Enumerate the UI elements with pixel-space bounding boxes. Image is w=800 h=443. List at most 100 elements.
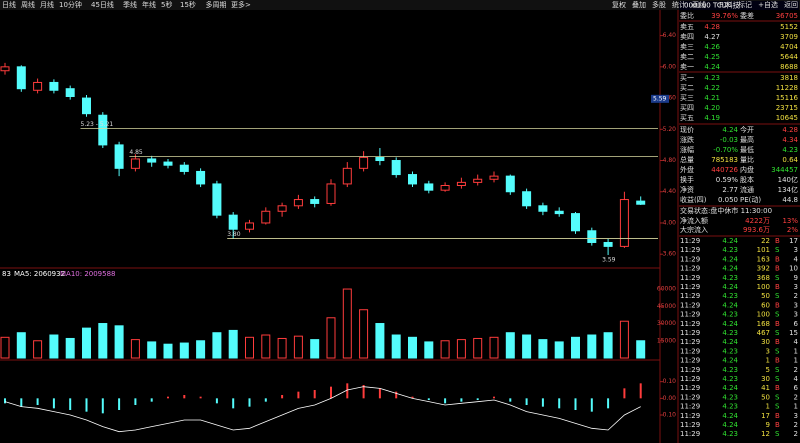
- volume-bar: [310, 339, 320, 359]
- stat-value: 4.23: [782, 146, 798, 154]
- trade-price: 4.23: [722, 347, 738, 355]
- volume-bar: [98, 323, 108, 359]
- candle-body: [130, 158, 140, 169]
- stat-label: 换手: [680, 175, 694, 184]
- trade-volume: 100: [757, 311, 770, 319]
- label: 委差: [740, 11, 754, 20]
- toolbar-tab[interactable]: 15秒: [180, 0, 196, 9]
- volume-bar: [261, 334, 271, 359]
- trade-side: B: [775, 237, 780, 245]
- candle-body: [212, 183, 222, 216]
- candle-body: [391, 160, 401, 176]
- toolbar-button[interactable]: 叠加: [632, 0, 646, 9]
- toolbar-button[interactable]: 画线: [692, 0, 706, 9]
- candle-body: [0, 66, 10, 72]
- flow-label: 净流入额: [680, 216, 708, 225]
- trade-price: 4.23: [722, 246, 738, 254]
- trade-count: 1: [794, 403, 798, 411]
- volume-bar: [424, 341, 434, 359]
- book-price: 4.22: [704, 84, 720, 92]
- toolbar-tab[interactable]: 5秒: [161, 0, 172, 9]
- toolbar-tab[interactable]: 多周期: [206, 0, 227, 9]
- trade-price: 4.23: [722, 311, 738, 319]
- y-tick-label: 30000: [657, 320, 676, 327]
- toolbar-button[interactable]: 多股: [652, 0, 666, 9]
- trade-count: 4: [794, 375, 799, 383]
- stat-value: 344457: [771, 166, 798, 174]
- candle-body: [619, 199, 629, 247]
- candle-body: [228, 214, 238, 230]
- volume-bar: [408, 336, 417, 359]
- book-label: 买一: [680, 74, 694, 82]
- volume-bar: [82, 327, 91, 359]
- trade-price: 4.23: [722, 430, 738, 438]
- volume-bar: [587, 334, 597, 359]
- trade-volume: 12: [761, 430, 770, 438]
- volume-bar: [228, 329, 238, 359]
- toolbar-tab[interactable]: 月线: [40, 0, 54, 9]
- toolbar-button[interactable]: 复权: [612, 0, 626, 9]
- trade-price: 4.24: [722, 384, 738, 392]
- trade-volume: 100: [757, 283, 770, 291]
- toolbar-button[interactable]: +自选: [758, 0, 778, 9]
- candle-body: [375, 156, 385, 162]
- volume-ma10: MA10: 2009588: [60, 270, 116, 278]
- toolbar-button[interactable]: 标记: [738, 0, 752, 9]
- candle-body: [196, 170, 206, 185]
- toolbar-button[interactable]: 返回: [784, 1, 798, 9]
- candle-body: [603, 241, 613, 247]
- trade-count: 10: [789, 265, 798, 273]
- volume-bar: [375, 323, 385, 359]
- trade-price: 4.24: [722, 265, 738, 273]
- volume-bar: [293, 335, 303, 359]
- stat-label: 现价: [680, 126, 694, 134]
- toolbar-tab[interactable]: 周线: [21, 0, 35, 9]
- toolbar-tab[interactable]: 45日线: [91, 0, 114, 9]
- stat-label: 最高: [740, 135, 754, 144]
- book-label: 买四: [680, 104, 694, 112]
- book-price: 4.23: [704, 74, 720, 82]
- trade-price: 4.23: [722, 366, 738, 374]
- trade-side: B: [775, 421, 780, 429]
- toolbar-tab[interactable]: 更多>: [231, 0, 251, 9]
- volume-bar: [147, 341, 157, 359]
- trade-side: B: [775, 265, 780, 273]
- volume-bar: [440, 340, 450, 359]
- toolbar-tab[interactable]: 季线: [123, 0, 137, 9]
- trade-count: 2: [794, 421, 798, 429]
- y-tick-label: 5.20: [663, 126, 677, 133]
- trade-side: B: [775, 384, 780, 392]
- book-label: 买五: [680, 114, 694, 122]
- stat-value: 4.28: [782, 126, 798, 134]
- toolbar-tab[interactable]: 10分钟: [59, 0, 82, 9]
- trade-price: 4.24: [722, 412, 738, 420]
- toolbar-button[interactable]: F10: [719, 1, 732, 9]
- volume-bar: [163, 343, 173, 359]
- trade-price: 4.24: [722, 255, 738, 263]
- candle-body: [408, 174, 417, 185]
- stat-value: 44.8: [782, 196, 798, 204]
- trade-side: B: [775, 412, 780, 420]
- volume-bar: [342, 288, 352, 359]
- level-label: 3.80: [227, 231, 241, 238]
- book-price: 4.28: [704, 23, 720, 31]
- trade-count: 3: [794, 311, 798, 319]
- trade-count: 2: [794, 393, 798, 401]
- trade-volume: 41: [761, 384, 770, 392]
- trade-volume: 163: [757, 255, 770, 263]
- toolbar-tab[interactable]: 日线: [2, 0, 16, 9]
- toolbar-tab[interactable]: 年线: [142, 0, 156, 9]
- book-label: 卖三: [680, 43, 694, 51]
- trade-side: S: [775, 246, 780, 254]
- trade-price: 4.24: [722, 338, 738, 346]
- candle-body: [261, 210, 271, 224]
- volume-bar: [619, 320, 629, 359]
- volume-bar: [277, 337, 287, 359]
- trade-volume: 467: [757, 329, 770, 337]
- trade-count: 2: [794, 292, 798, 300]
- level-label: 4.85: [129, 149, 143, 156]
- trade-price: 4.23: [722, 274, 738, 282]
- stat-value: 0.64: [782, 156, 798, 164]
- toolbar-button[interactable]: 统计: [672, 0, 686, 9]
